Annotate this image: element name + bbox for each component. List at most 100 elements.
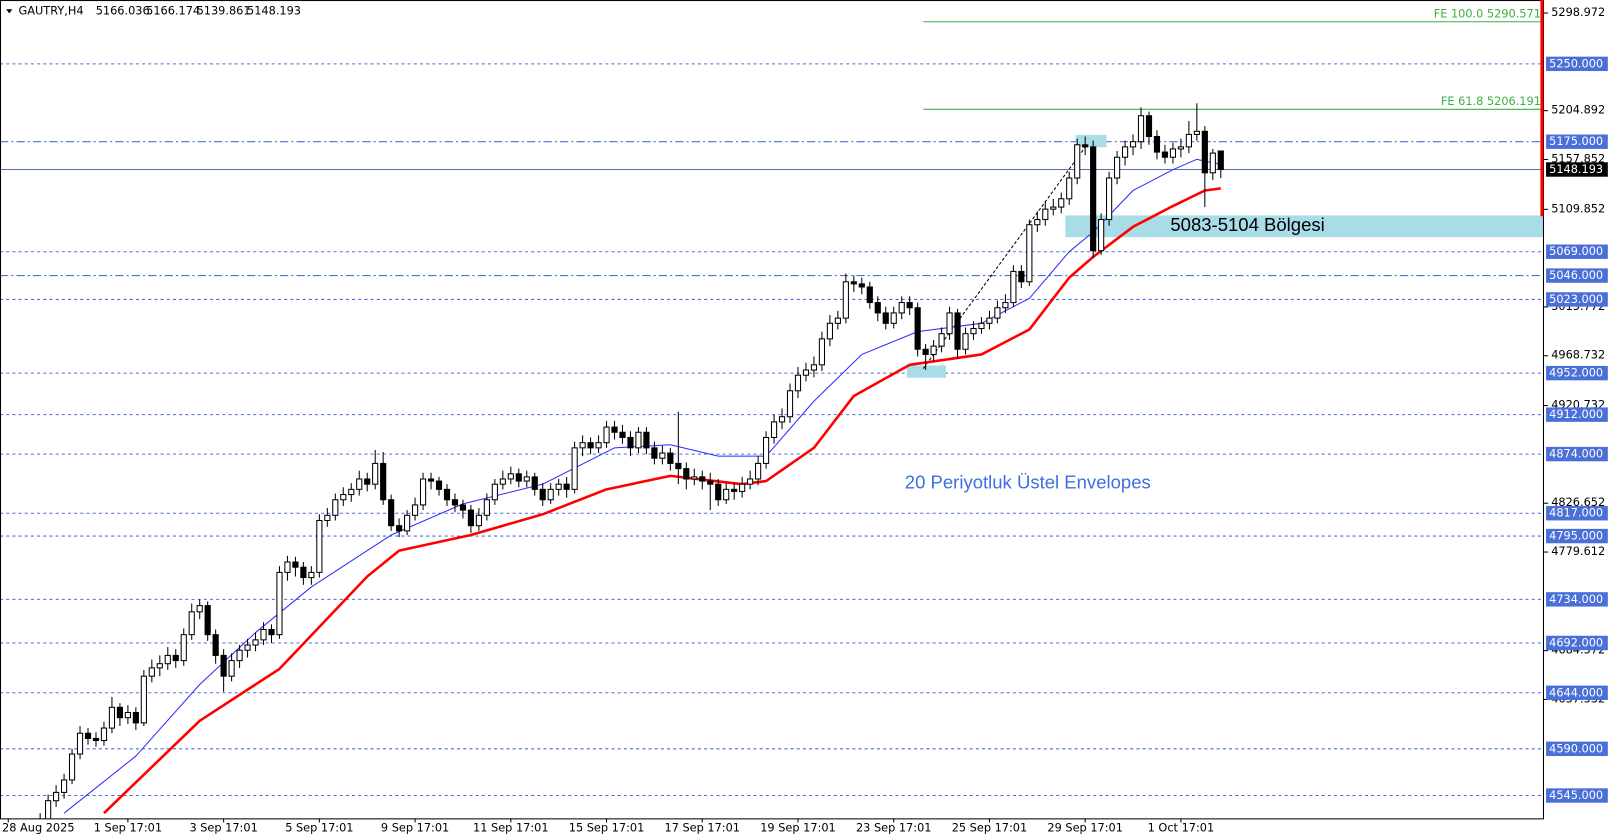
level-tag (1546, 56, 1608, 72)
candle-body (858, 283, 865, 288)
x-tick-label: 5 Sep 17:01 (285, 821, 353, 835)
candle-body (667, 452, 674, 464)
candle-body (874, 302, 881, 314)
candle-body (707, 480, 714, 485)
candle-body (76, 732, 84, 755)
candle-body (188, 611, 195, 636)
candle-body (635, 431, 642, 449)
candle-body (443, 488, 451, 501)
level-tag (1546, 528, 1608, 544)
candle-body (675, 462, 682, 470)
candle-body (100, 727, 108, 742)
candle-body (619, 431, 626, 438)
candle-body (1090, 146, 1097, 252)
candle-body (1018, 270, 1025, 283)
candle-body (84, 732, 92, 739)
candle-body (372, 462, 379, 485)
candle-body (930, 345, 937, 355)
candle-body (68, 753, 76, 781)
candle-body (611, 426, 618, 433)
candle-body (1145, 115, 1153, 138)
candle-body (260, 628, 267, 641)
candle-body (627, 436, 634, 449)
zone-label: 5083-5104 Bölgesi (1170, 214, 1324, 235)
level-label: 4644.000 (1549, 685, 1603, 699)
candle-body (467, 509, 475, 527)
x-tick-label: 11 Sep 17:01 (473, 821, 549, 835)
candle-body (587, 442, 594, 449)
candle-body (1042, 208, 1049, 221)
candle-body (140, 675, 147, 724)
candle-body (770, 421, 778, 438)
level-label: 5175.000 (1549, 134, 1603, 148)
candle-body (563, 483, 570, 490)
candle-body (882, 312, 889, 324)
level-label: 4912.000 (1549, 407, 1603, 421)
current-price-label: 5148.193 (1549, 162, 1603, 176)
candle-body (786, 390, 794, 418)
candle-body (491, 483, 498, 501)
level-tag (1546, 741, 1608, 757)
level-label: 5250.000 (1549, 56, 1603, 70)
candle-body (715, 483, 722, 501)
candle-body (507, 473, 514, 480)
candle-body (1161, 151, 1169, 158)
annotation: 20 Periyotluk Üstel Envelopes (905, 472, 1151, 493)
candle-body (1050, 206, 1057, 210)
candle-body (643, 431, 650, 449)
current-price-tag (1546, 162, 1608, 177)
level-label: 5023.000 (1549, 292, 1603, 306)
level-tag (1546, 365, 1608, 381)
candle-body (483, 499, 490, 516)
y-tick-label: 4968.732 (1551, 348, 1605, 362)
x-tick-label: 25 Sep 17:01 (952, 821, 1028, 835)
level-tag (1546, 446, 1608, 462)
candle-body (1058, 198, 1065, 208)
candle-body (108, 706, 116, 729)
symbol-title: GAUTRY,H4 (19, 3, 84, 17)
candle-body (890, 312, 897, 324)
candle-body (866, 286, 873, 304)
level-tag (1546, 635, 1608, 651)
candle-body (962, 333, 969, 350)
x-tick-label: 1 Sep 17:01 (94, 821, 162, 835)
candle-body (332, 499, 339, 516)
candle-body (300, 566, 307, 579)
y-tick-label: 5157.852 (1551, 151, 1605, 165)
candle-body (914, 307, 921, 350)
candle-body (1026, 224, 1033, 283)
candle-body (954, 312, 961, 350)
candle-body (1209, 152, 1216, 174)
candle-body (683, 468, 690, 480)
candle-body (1002, 302, 1009, 309)
candle-body (156, 663, 163, 669)
candle-body (324, 514, 331, 522)
candle-body (762, 436, 770, 464)
candle-body (842, 281, 849, 319)
candle-body (451, 499, 459, 506)
candle-body (132, 711, 139, 724)
fibo-label: FE 61.8 5206.191 (1441, 94, 1541, 108)
y-tick-label: 5109.852 (1551, 201, 1605, 215)
level-tag (1546, 788, 1608, 803)
candle-body (268, 628, 275, 636)
candle-body (1153, 135, 1161, 153)
zone (1065, 215, 1545, 238)
candle-body (340, 494, 347, 501)
fibo-label: FE 100.0 5290.571 (1434, 7, 1541, 21)
candle-body (850, 281, 857, 285)
front-layer: 5083-5104 Bölgesi FE 100.0 5290.571 FE 61.… (905, 7, 1541, 493)
x-tick-label: 23 Sep 17:01 (856, 821, 932, 835)
candle-body (1193, 130, 1200, 135)
level-tag (1546, 506, 1608, 521)
candle-body (60, 779, 68, 793)
candle-body (236, 649, 243, 662)
candle-body (435, 480, 443, 490)
candle-body (356, 478, 363, 490)
candle-body (164, 654, 171, 665)
candle-body (204, 605, 211, 636)
candle-body (539, 488, 546, 501)
